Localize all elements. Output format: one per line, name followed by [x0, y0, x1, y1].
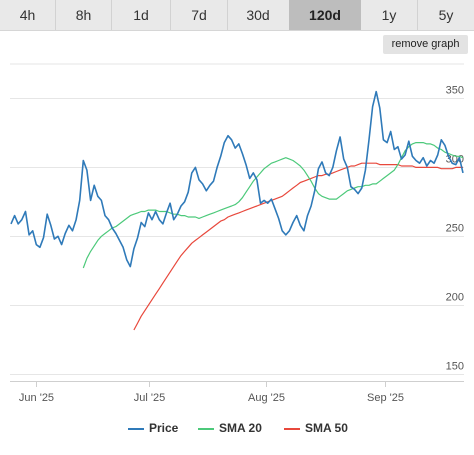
tab-120d[interactable]: 120d [289, 0, 361, 30]
tab-divider [55, 0, 56, 30]
y-tick-label: 200 [446, 292, 464, 304]
y-tick-label: 250 [446, 223, 464, 235]
tab-divider [170, 0, 171, 30]
x-tick-label: Jul '25 [134, 392, 165, 404]
price-line-swatch [128, 428, 144, 430]
tab-4h[interactable]: 4h [19, 7, 36, 23]
chart-legend: Price SMA 20 SMA 50 [0, 420, 474, 438]
sma50-line [133, 162, 463, 331]
legend-label-price: Price [149, 421, 179, 435]
tab-30d[interactable]: 30d [246, 7, 270, 23]
tab-5y[interactable]: 5y [438, 7, 454, 23]
tab-7d[interactable]: 7d [191, 7, 207, 23]
tab-1d[interactable]: 1d [133, 7, 149, 23]
tab-8h[interactable]: 8h [75, 7, 92, 23]
tab-divider [111, 0, 112, 30]
y-tick-label: 150 [446, 361, 464, 373]
y-tick-label: 350 [446, 85, 464, 97]
x-tick-label: Aug '25 [248, 392, 285, 404]
sma20-line [82, 142, 464, 269]
tab-1y[interactable]: 1y [381, 7, 397, 23]
legend-label-sma50: SMA 50 [305, 421, 348, 435]
sma20-line-swatch [198, 428, 214, 430]
sma50-line-swatch [284, 428, 300, 430]
tab-divider [227, 0, 228, 30]
timeframe-tabs: 4h 8h 1d 7d 30d 120d 1y 5y [0, 0, 474, 31]
remove-graph-button[interactable]: remove graph [383, 35, 468, 54]
x-tick-label: Jun '25 [19, 392, 54, 404]
price-line [10, 90, 464, 268]
x-tick-label: Sep '25 [367, 392, 404, 404]
legend-label-sma20: SMA 20 [219, 421, 262, 435]
tab-divider [417, 0, 418, 30]
